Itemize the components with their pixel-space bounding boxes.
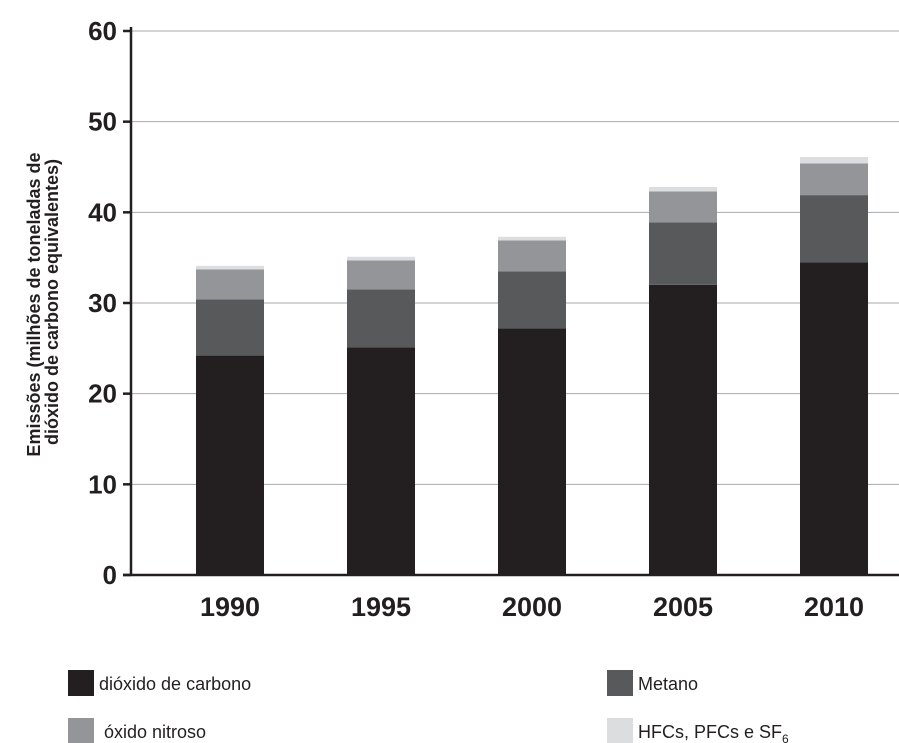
bar-segment-2-1995 xyxy=(347,289,415,348)
legend-label: óxido nitroso xyxy=(104,722,206,742)
legend-swatch xyxy=(68,670,94,696)
x-category-labels: 1990 1995 2000 2005 2010 xyxy=(200,592,864,622)
bar-segment-4-1995 xyxy=(347,256,415,261)
y-tick-label: 40 xyxy=(88,197,117,227)
legend-swatch xyxy=(68,718,94,743)
x-category-label: 1990 xyxy=(200,592,260,622)
y-tick-label: 20 xyxy=(88,379,117,409)
y-tick-label: 60 xyxy=(88,16,117,46)
bar-segment-4-2000 xyxy=(498,236,566,241)
y-tick-label: 50 xyxy=(88,107,117,137)
legend-label-subscript: 6 xyxy=(782,732,789,743)
legend-swatch xyxy=(607,670,633,696)
y-tick-label: 30 xyxy=(88,288,117,318)
bar-segment-1-2005 xyxy=(649,284,717,575)
y-tick-labels: 0 10 20 30 40 50 60 xyxy=(88,16,131,590)
x-category-label: 2010 xyxy=(804,592,864,622)
bar-segment-4-1990 xyxy=(196,265,264,270)
bar-segment-4-2005 xyxy=(649,186,717,192)
y-tick-label: 0 xyxy=(103,560,117,590)
y-axis-label-line-2: dióxido de carbono equivalentes) xyxy=(42,159,62,445)
bars xyxy=(196,157,868,575)
bar-segment-2-2005 xyxy=(649,222,717,285)
y-tick-label: 10 xyxy=(88,469,117,499)
bar-segment-1-2010 xyxy=(800,262,868,575)
bar-segment-3-2005 xyxy=(649,191,717,223)
y-axis-label-line-1: Emissões (milhões de toneladas de xyxy=(24,152,44,456)
bar-segment-2-2010 xyxy=(800,195,868,263)
bar-segment-2-1990 xyxy=(196,299,264,356)
legend-label: HFCs, PFCs e SF6 xyxy=(638,722,789,743)
y-axis-label: Emissões (milhões de toneladas de dióxid… xyxy=(24,147,62,456)
legend-swatch xyxy=(607,718,633,743)
x-category-label: 1995 xyxy=(351,592,411,622)
legend-label: dióxido de carbono xyxy=(99,674,251,694)
x-category-label: 2000 xyxy=(502,592,562,622)
bar-segment-1-2000 xyxy=(498,328,566,575)
bar-segment-3-2000 xyxy=(498,240,566,272)
legend: dióxido de carbono Metano óxido nitroso HFC… xyxy=(68,670,789,743)
bar-segment-3-1995 xyxy=(347,260,415,290)
bar-segment-2-2000 xyxy=(498,271,566,329)
bar-segment-1-1995 xyxy=(347,347,415,575)
bar-segment-3-2010 xyxy=(800,163,868,196)
x-category-label: 2005 xyxy=(653,592,713,622)
bar-segment-3-1990 xyxy=(196,269,264,300)
bar-segment-1-1990 xyxy=(196,355,264,575)
legend-label: Metano xyxy=(638,674,698,694)
bar-segment-4-2010 xyxy=(800,157,868,164)
